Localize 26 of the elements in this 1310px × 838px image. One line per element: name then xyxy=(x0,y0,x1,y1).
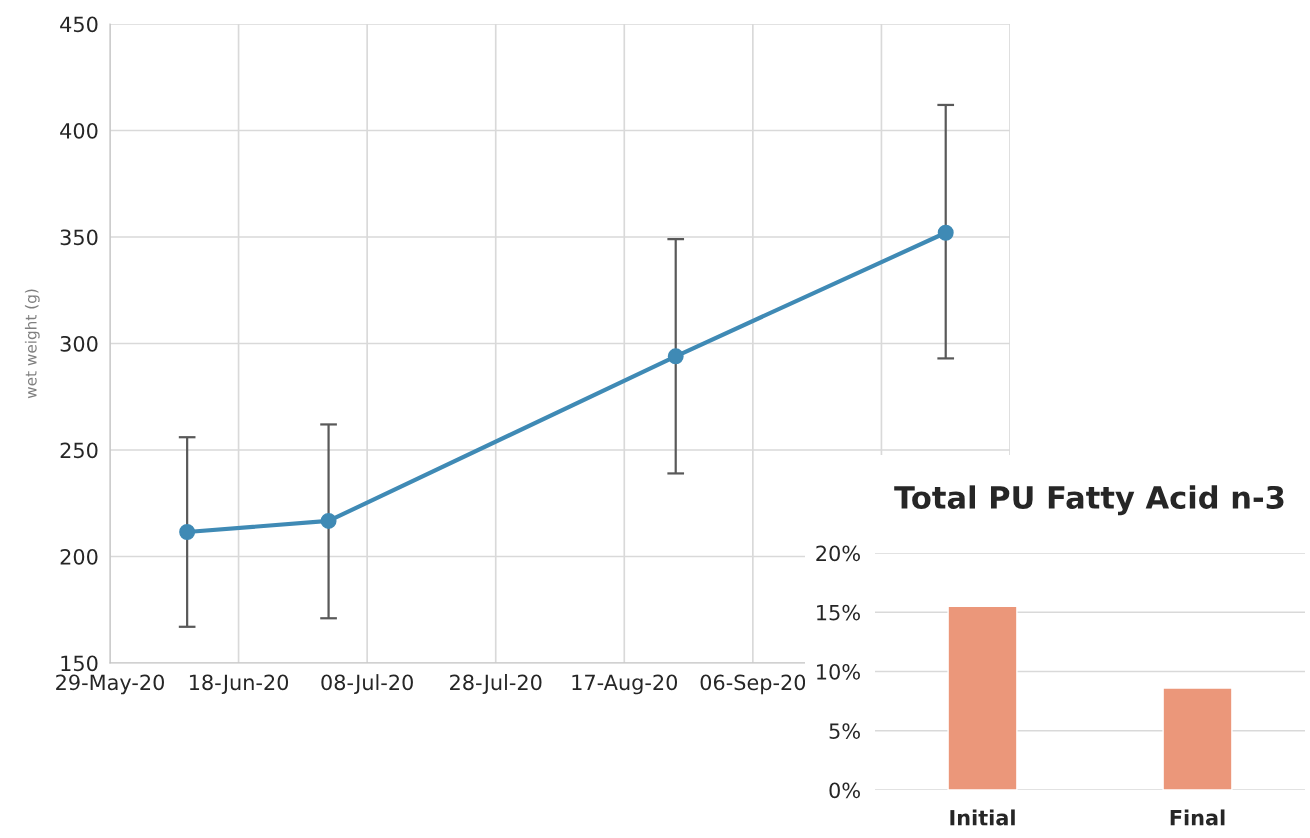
y-tick-label: 15% xyxy=(817,604,860,621)
y-tick-label: 450 xyxy=(60,16,98,33)
x-tick-label: 06-Sep-20 xyxy=(700,674,806,695)
x-tick-label: 08-Jul-20 xyxy=(321,674,413,695)
x-tick-label: Initial xyxy=(950,809,1015,826)
x-tick-label: 18-Jun-20 xyxy=(189,674,289,695)
y-tick-label: 20% xyxy=(816,545,860,562)
y-tick-label: 0% xyxy=(829,782,860,799)
point xyxy=(667,348,684,365)
y-tick-label: 5% xyxy=(829,723,860,739)
x-tick-label: 29-May-20 xyxy=(56,674,164,695)
y-tick-label: 350 xyxy=(60,229,98,246)
x-tick-label: Final xyxy=(1170,809,1225,826)
y-tick-label: 200 xyxy=(60,548,98,565)
point xyxy=(179,524,196,540)
point xyxy=(937,224,954,241)
y-tick-label: 300 xyxy=(60,335,98,352)
y-axis-title: wet weight (g) xyxy=(24,289,40,399)
y-tick-label: 10% xyxy=(817,663,860,680)
x-tick-label: 28-Jul-20 xyxy=(450,674,542,695)
x-tick-label: 17-Aug-20 xyxy=(572,674,678,695)
y-tick-label: 400 xyxy=(60,122,98,139)
y-tick-label: 250 xyxy=(60,442,98,459)
y-tick-label: 150 xyxy=(61,655,98,672)
point xyxy=(320,512,337,529)
chart-title: Total PU Fatty Acid n-3 xyxy=(894,485,1284,516)
